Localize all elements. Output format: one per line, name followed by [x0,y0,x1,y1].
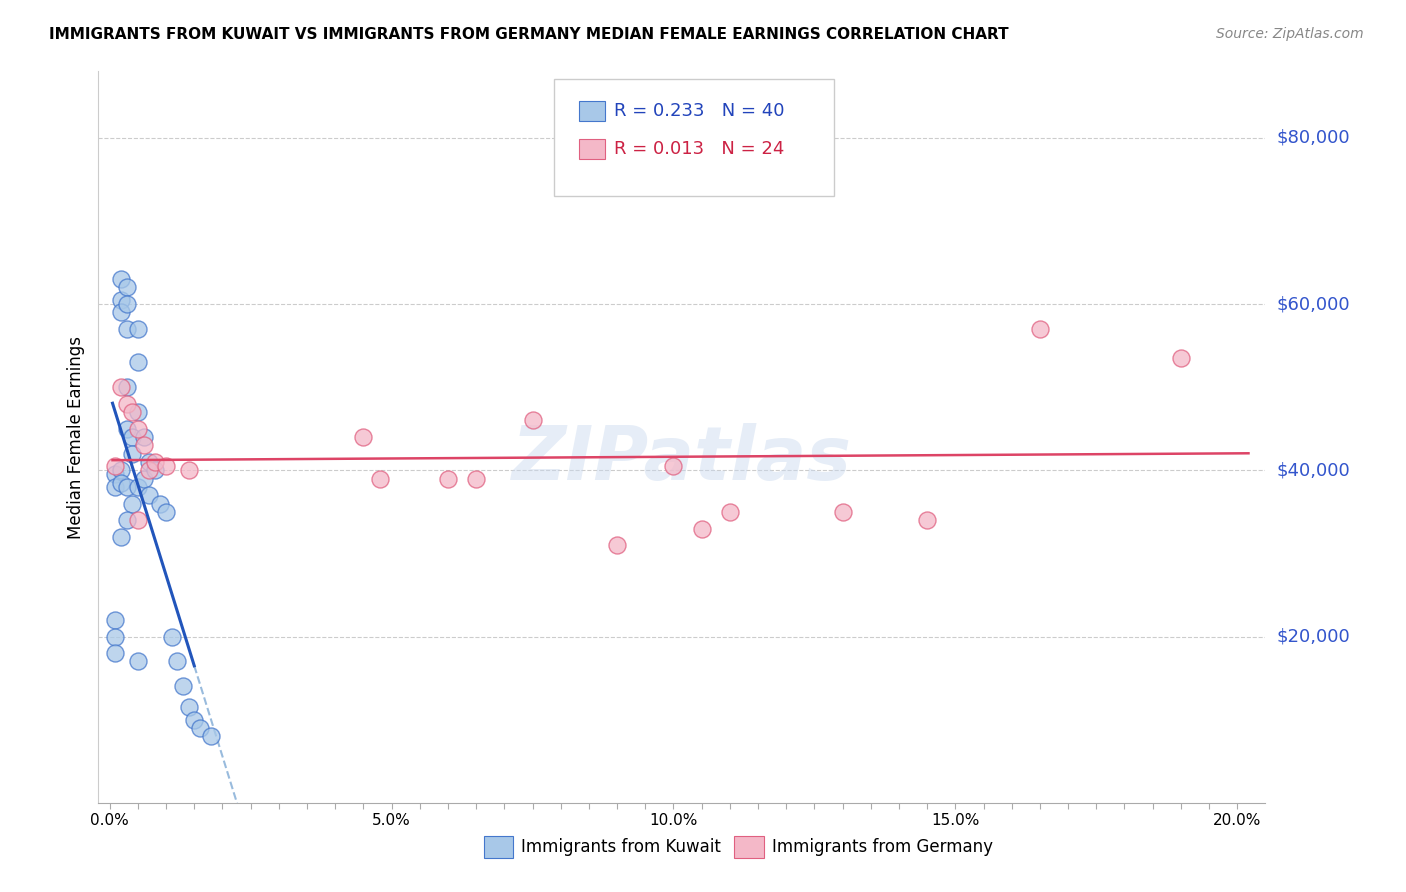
Point [143,463,166,477]
Point [1170,351,1192,365]
Point [177,463,200,477]
Point [200,729,222,743]
Point [127,322,149,336]
Point [149,497,172,511]
Point [127,422,149,436]
Point [127,355,149,369]
Point [155,459,177,474]
Point [132,430,155,444]
Point [437,472,460,486]
Text: Source: ZipAtlas.com: Source: ZipAtlas.com [1216,27,1364,41]
Point [127,655,149,669]
Point [110,463,132,477]
Text: $40,000: $40,000 [1277,461,1350,479]
Point [1029,322,1052,336]
Point [606,538,628,552]
Point [138,488,160,502]
Point [115,322,138,336]
Text: $20,000: $20,000 [1277,628,1350,646]
Text: $80,000: $80,000 [1277,128,1350,147]
Bar [579,138,605,159]
Bar [484,836,513,858]
Point [115,513,138,527]
Point [110,272,132,286]
Text: R = 0.013   N = 24: R = 0.013 N = 24 [614,140,785,158]
Point [110,305,132,319]
Point [188,721,211,735]
Point [352,430,374,444]
Text: ZIPatlas: ZIPatlas [512,423,852,496]
Text: Immigrants from Germany: Immigrants from Germany [772,838,993,855]
Point [127,405,149,419]
Point [831,505,853,519]
Point [121,405,143,419]
Point [172,680,194,694]
Point [155,505,177,519]
Text: IMMIGRANTS FROM KUWAIT VS IMMIGRANTS FROM GERMANY MEDIAN FEMALE EARNINGS CORRELA: IMMIGRANTS FROM KUWAIT VS IMMIGRANTS FRO… [49,27,1010,42]
Point [132,438,155,452]
Point [915,513,938,527]
Point [115,422,138,436]
Bar [734,836,763,858]
Point [115,397,138,411]
Point [143,455,166,469]
Point [183,713,205,727]
Point [718,505,741,519]
Point [115,297,138,311]
Point [121,447,143,461]
Point [104,467,127,482]
Point [127,513,149,527]
Point [121,497,143,511]
Point [104,459,127,474]
Point [522,413,544,427]
Point [115,480,138,494]
Point [138,455,160,469]
Point [132,472,155,486]
Point [127,480,149,494]
Y-axis label: Median Female Earnings: Median Female Earnings [66,335,84,539]
Point [110,475,132,490]
Bar [579,101,605,121]
Text: R = 0.233   N = 40: R = 0.233 N = 40 [614,102,785,120]
Point [690,521,713,535]
Point [104,646,127,660]
Text: Immigrants from Kuwait: Immigrants from Kuwait [520,838,721,855]
Point [465,472,488,486]
Point [166,655,188,669]
Point [177,700,200,714]
Point [115,280,138,294]
Point [138,463,160,477]
Point [121,430,143,444]
Point [110,293,132,307]
FancyBboxPatch shape [554,78,834,195]
Point [104,480,127,494]
Text: $60,000: $60,000 [1277,295,1350,313]
Point [160,630,183,644]
Point [110,530,132,544]
Point [115,380,138,394]
Point [368,472,391,486]
Point [104,613,127,627]
Point [104,630,127,644]
Point [110,380,132,394]
Point [662,459,685,474]
